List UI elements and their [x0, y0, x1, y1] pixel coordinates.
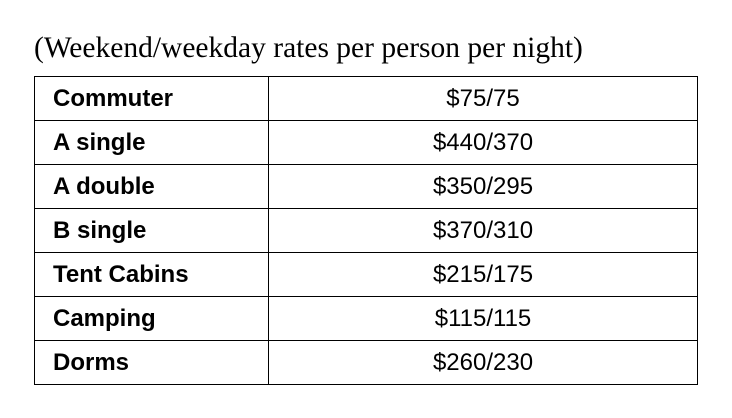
table-row: B single $370/310	[34, 208, 698, 253]
table-row: A single $440/370	[34, 120, 698, 165]
rate-cell: $115/115	[268, 296, 698, 341]
table-row: Commuter $75/75	[34, 76, 698, 121]
table-row: A double $350/295	[34, 164, 698, 209]
table-caption: (Weekend/weekday rates per person per ni…	[34, 32, 583, 64]
table-row: Tent Cabins $215/175	[34, 252, 698, 297]
rate-cell: $350/295	[268, 164, 698, 209]
accommodation-type-cell: Tent Cabins	[34, 252, 269, 297]
accommodation-type-cell: A single	[34, 120, 269, 165]
table-row: Camping $115/115	[34, 296, 698, 341]
rate-cell: $440/370	[268, 120, 698, 165]
accommodation-type-cell: A double	[34, 164, 269, 209]
table-row: Dorms $260/230	[34, 340, 698, 385]
rate-cell: $370/310	[268, 208, 698, 253]
accommodation-type-cell: B single	[34, 208, 269, 253]
rate-cell: $75/75	[268, 76, 698, 121]
accommodation-type-cell: Dorms	[34, 340, 269, 385]
accommodation-type-cell: Commuter	[34, 76, 269, 121]
rate-cell: $260/230	[268, 340, 698, 385]
accommodation-type-cell: Camping	[34, 296, 269, 341]
rate-cell: $215/175	[268, 252, 698, 297]
rates-table: Commuter $75/75 A single $440/370 A doub…	[34, 76, 698, 385]
